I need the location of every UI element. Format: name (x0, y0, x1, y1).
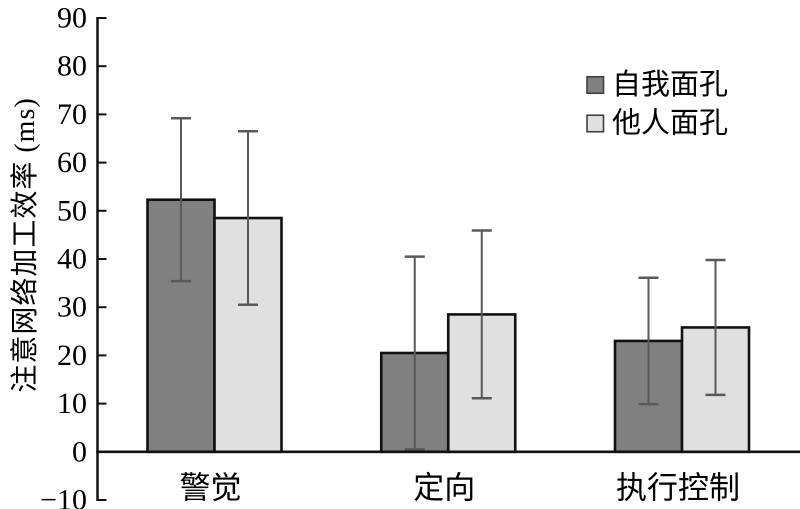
legend-label-self-face: 自我面孔 (612, 68, 728, 101)
legend-swatch-self-face (586, 75, 605, 95)
y-tick-label-0: 0 (72, 435, 87, 468)
y-tick-label--10: −10 (40, 484, 87, 509)
y-axis-label: 注意网络加工效率 (ms) (10, 97, 41, 393)
y-tick-label-60: 60 (57, 146, 87, 179)
category-label-alertness: 警觉 (180, 471, 242, 506)
y-tick-label-20: 20 (57, 339, 87, 372)
legend-label-other-face: 他人面孔 (612, 107, 728, 140)
y-tick-label-40: 40 (57, 243, 87, 276)
y-tick-label-30: 30 (57, 291, 87, 324)
y-tick-label-50: 50 (57, 194, 87, 227)
y-tick-label-70: 70 (57, 98, 87, 131)
y-tick-label-90: 90 (57, 2, 87, 35)
legend-swatch-other-face (586, 114, 605, 133)
category-label-executive-control: 执行控制 (616, 471, 740, 506)
category-label-orienting: 定向 (413, 471, 475, 506)
y-tick-label-80: 80 (57, 50, 87, 83)
y-tick-label-10: 10 (57, 387, 87, 420)
